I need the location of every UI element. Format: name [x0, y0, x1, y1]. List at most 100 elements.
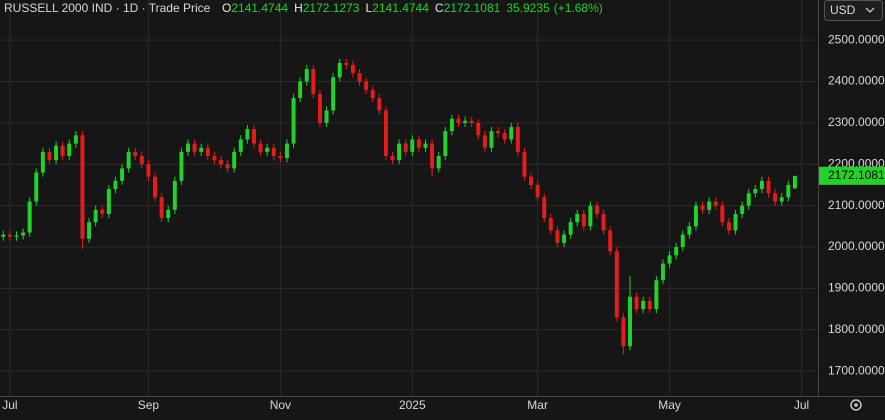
- ohlc-key: L: [365, 1, 372, 15]
- candle-body: [489, 131, 494, 148]
- candle-body: [753, 189, 758, 194]
- candle-body: [324, 110, 329, 123]
- candle-body: [370, 89, 375, 99]
- y-tick-label: 1700.0000: [828, 363, 885, 377]
- candle-body: [529, 176, 534, 185]
- currency-selector[interactable]: USD: [824, 0, 883, 21]
- gear-icon[interactable]: [850, 399, 862, 411]
- settings-button[interactable]: [850, 399, 862, 411]
- candle-body: [608, 230, 613, 252]
- candle-body: [344, 62, 349, 65]
- candle-body: [746, 193, 751, 206]
- candle-body: [535, 184, 540, 198]
- x-tick-label: 2025: [399, 398, 426, 412]
- candle-body: [449, 118, 454, 132]
- ohlc-value: 2141.4744: [231, 1, 288, 15]
- y-tick-label: 2100.0000: [828, 198, 885, 212]
- candle-body: [232, 151, 237, 169]
- candle-body: [1, 234, 6, 237]
- candle-body: [740, 205, 745, 214]
- change: 35.9235: [506, 1, 550, 15]
- y-tick-label: 1800.0000: [828, 322, 885, 336]
- candle-body: [713, 201, 718, 206]
- candle-body: [410, 139, 415, 152]
- chart-title: RUSSELL 2000 IND · 1D · Trade Price: [4, 1, 211, 15]
- currency-box[interactable]: [824, 0, 883, 21]
- last-price-label: 2172.1081: [828, 168, 885, 182]
- y-tick-label: 2300.0000: [828, 115, 885, 129]
- candle-body: [773, 193, 778, 202]
- candle-body: [100, 209, 105, 214]
- x-tick-label: Mar: [527, 398, 548, 412]
- candle-body: [245, 129, 250, 140]
- candle-body: [304, 69, 309, 82]
- candle-body: [54, 145, 59, 161]
- candle-body: [568, 222, 573, 235]
- candle-body: [482, 135, 487, 148]
- x-tick-label: May: [658, 398, 681, 412]
- candle-body: [199, 147, 204, 152]
- candle-body: [67, 143, 72, 156]
- candle-body: [430, 143, 435, 169]
- candle-body: [581, 213, 586, 227]
- candle-body: [364, 81, 369, 90]
- candle-body: [469, 120, 474, 123]
- candle-body: [548, 218, 553, 231]
- gear-center[interactable]: [854, 403, 858, 407]
- candle-body: [120, 168, 125, 181]
- candle-body: [476, 122, 481, 136]
- candle-body: [192, 143, 197, 152]
- candle-body: [509, 127, 514, 140]
- candle-body: [238, 139, 243, 152]
- candle-body: [40, 151, 45, 173]
- currency[interactable]: USD: [830, 3, 856, 17]
- candle-body: [390, 156, 395, 161]
- candle-body: [106, 189, 111, 214]
- candle-body: [73, 135, 78, 144]
- candle-body: [634, 296, 639, 310]
- candle-body: [423, 143, 428, 148]
- y-tick-label: 2400.0000: [828, 74, 885, 88]
- candle-body: [284, 143, 289, 159]
- candle-body: [502, 133, 507, 140]
- x-tick-label: Sep: [138, 398, 160, 412]
- candle-body: [27, 201, 32, 233]
- candle-body: [542, 197, 547, 219]
- candle-body: [403, 143, 408, 152]
- candle-body: [377, 98, 382, 111]
- candle-body: [337, 62, 342, 78]
- candle-body: [331, 77, 336, 111]
- candle-body: [700, 205, 705, 210]
- candle-body: [496, 131, 501, 134]
- candle-body: [219, 160, 223, 165]
- candle-body: [641, 300, 646, 310]
- candle-body: [555, 230, 560, 243]
- candle-body: [601, 213, 606, 231]
- candle-body: [205, 147, 210, 156]
- candle-body: [317, 93, 322, 123]
- candle-body: [271, 147, 276, 156]
- ohlc-key: C: [435, 1, 444, 15]
- change-pct: (+1.68%): [554, 1, 603, 15]
- dropdown-arrow[interactable]: [865, 7, 875, 13]
- ohlc-value: 2172.1081: [444, 1, 501, 15]
- candle-body: [436, 156, 441, 169]
- candle-body: [113, 180, 118, 190]
- candle-body: [251, 129, 256, 144]
- candle-body: [80, 135, 85, 239]
- candle-body: [792, 175, 797, 189]
- candle-body: [172, 180, 177, 210]
- candle-body: [628, 296, 632, 347]
- candle-body: [562, 234, 567, 243]
- candle-body: [133, 151, 138, 156]
- candle-body: [278, 156, 283, 159]
- header: RUSSELL 2000 IND · 1D · Trade Price O214…: [4, 1, 603, 15]
- candle-body: [515, 127, 520, 152]
- candle-body: [265, 147, 270, 152]
- candle-body: [60, 145, 65, 156]
- ohlc-value: 2141.4744: [372, 1, 429, 15]
- candle-body: [621, 317, 626, 347]
- candle-body: [680, 234, 685, 248]
- candle-body: [733, 213, 738, 231]
